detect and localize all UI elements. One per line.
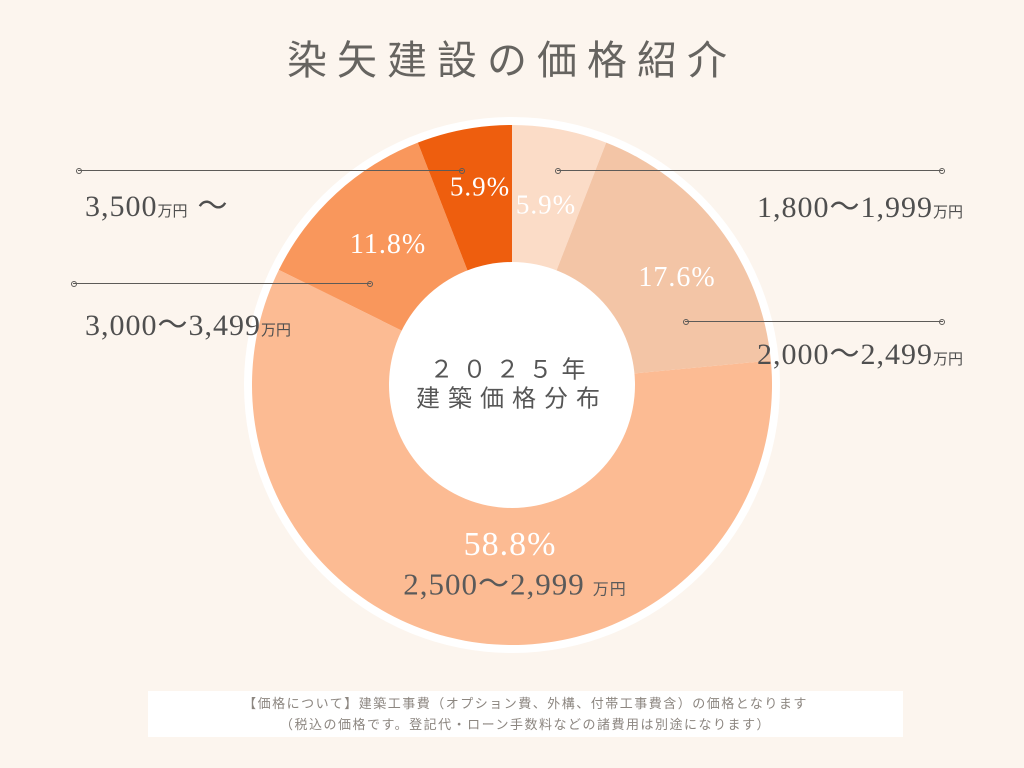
pct-label-3000: 11.8% xyxy=(349,229,427,260)
range-unit: 万円 xyxy=(932,205,963,221)
footer-line-2: （税込の価格です。登記代・ローン手数料などの諸費用は別途になります） xyxy=(279,717,772,732)
range-value: 3,500 xyxy=(85,190,158,223)
leader-line-3000 xyxy=(71,281,373,287)
range-label-3000: 3,000～3,499万円 xyxy=(85,300,291,344)
range-unit: 万円 xyxy=(932,352,963,368)
range-label-3500: 3,500万円 ～ xyxy=(85,181,229,225)
range-unit: 万円 xyxy=(157,204,188,220)
range-label-2500: 2,500～2,999 万円 xyxy=(403,559,627,604)
range-value: 2,000～2,499 xyxy=(756,338,933,371)
range-value: 3,000～3,499 xyxy=(85,309,261,342)
leader-line-3500 xyxy=(76,168,465,174)
donut-hole xyxy=(389,262,635,508)
range-label-2000: 2,000～2,499万円 xyxy=(757,329,963,373)
page-title: 染矢建設の価格紹介 xyxy=(287,38,737,83)
footer-line-1: 【価格について】建築工事費（オプション費、外構、付帯工事費含）の価格となります xyxy=(243,695,808,711)
pct-label-2000: 17.6% xyxy=(638,262,716,293)
range-unit: 万円 xyxy=(592,581,627,599)
leader-line-1800 xyxy=(555,168,945,174)
range-suffix: ～ xyxy=(197,190,229,223)
pct-label-3500: 5.9% xyxy=(449,171,511,202)
chart-center-title: 建築価格分布 xyxy=(416,386,608,413)
pct-label-2500: 58.8% xyxy=(463,526,557,563)
range-value: 2,500～2,999 xyxy=(403,566,585,602)
chart-center-year: ２０２５年 xyxy=(429,357,595,384)
pct-label-1800: 5.9% xyxy=(515,189,577,220)
range-unit: 万円 xyxy=(261,323,292,339)
footer-note: 【価格について】建築工事費（オプション費、外構、付帯工事費含）の価格となります … xyxy=(148,691,903,737)
range-label-1800: 1,800～1,999万円 xyxy=(757,182,963,226)
range-value: 1,800～1,999 xyxy=(756,191,933,224)
leader-line-2000 xyxy=(683,319,945,325)
